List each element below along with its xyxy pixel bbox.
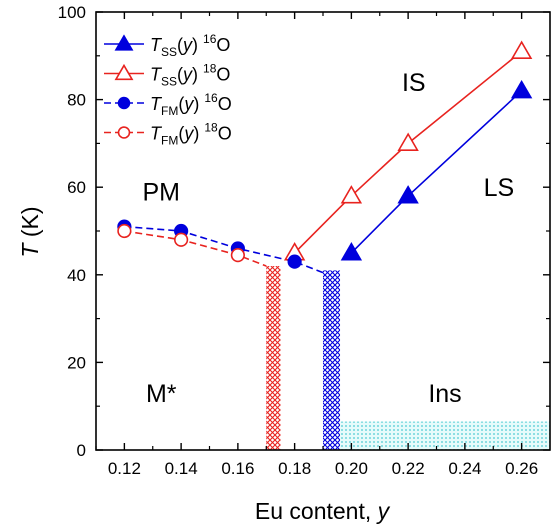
phase-regions [266, 266, 550, 450]
x-tick-label: 0.16 [221, 459, 254, 478]
x-tick-label: 0.12 [108, 459, 141, 478]
x-tick-label: 0.26 [505, 459, 538, 478]
legend-label-0: TSS(y) 16O [150, 32, 230, 59]
series-1-point [340, 185, 363, 204]
x-tick-label: 0.24 [448, 459, 481, 478]
series-3-point [117, 223, 132, 239]
legend-label-3: TFM(y) 18O [150, 121, 232, 148]
series-0-point [397, 185, 419, 204]
series-3-line [124, 230, 267, 267]
series-0-point [340, 242, 363, 261]
legend-marker-3 [117, 126, 131, 139]
series-3-point [230, 247, 245, 263]
phase-label-pm: PM [143, 178, 181, 206]
tick-labels: 0.12 0.14 0.16 0.18 0.20 0.22 0.24 0.26 0 20 40 60 8… [58, 3, 539, 478]
series-markers [117, 40, 533, 269]
region-hatch-red [266, 266, 281, 450]
legend-label-1: TSS(y) 18O [150, 62, 230, 89]
y-tick-label: 60 [67, 178, 86, 197]
phase-label-is: IS [402, 69, 426, 97]
y-tick-label: 100 [58, 3, 86, 22]
series-0-point [510, 79, 533, 99]
y-axis-label: T (K) [17, 206, 43, 257]
series-1-point [397, 132, 419, 151]
legend-marker-2 [117, 96, 131, 110]
phase-label-m: M* [146, 380, 177, 408]
y-tick-label: 20 [67, 353, 86, 372]
legend-label-2: TFM(y) 16O [150, 91, 232, 118]
x-tick-label: 0.18 [278, 459, 311, 478]
phase-label-ins: Ins [428, 380, 461, 408]
series-2-point [287, 254, 302, 269]
y-tick-label: 80 [67, 91, 86, 110]
region-dots-cyan [340, 421, 550, 450]
y-tick-label: 40 [67, 266, 86, 285]
legend-marker-1 [114, 63, 134, 81]
series-3-point [174, 232, 189, 247]
series-1-point [510, 40, 533, 59]
axes [95, 11, 551, 451]
x-tick-label: 0.14 [165, 459, 198, 478]
y-tick-label: 0 [77, 441, 86, 460]
series-1-line [294, 50, 523, 254]
phase-label-ls: LS [484, 174, 515, 202]
phase-labels: PM IS LS M* Ins [143, 69, 515, 408]
legend-marker-0 [114, 34, 134, 51]
x-axis-label: Eu content, y [255, 498, 391, 524]
region-hatch-blue [323, 270, 341, 450]
x-tick-label: 0.22 [392, 459, 425, 478]
x-tick-label: 0.20 [335, 459, 368, 478]
